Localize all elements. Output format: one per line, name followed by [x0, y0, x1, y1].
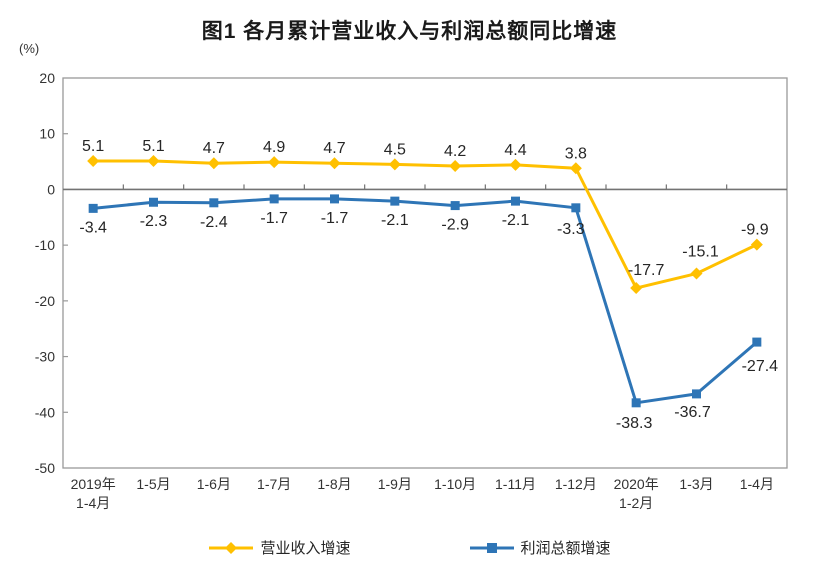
data-label: -2.4 [200, 214, 228, 231]
data-label: 4.9 [263, 139, 285, 156]
data-label: -17.7 [628, 262, 665, 279]
plot-border [62, 77, 788, 469]
profit-series-swatch-icon [469, 542, 514, 553]
diamond-marker [147, 155, 160, 168]
diamond-marker [328, 157, 341, 170]
diamond-marker [449, 160, 462, 173]
x-axis-label: 1-5月 [136, 476, 170, 492]
x-axis-label: 1-3月 [679, 476, 713, 492]
revenue-series-swatch-icon [209, 541, 254, 554]
data-label: -9.9 [741, 222, 769, 239]
data-label: -2.1 [381, 212, 409, 229]
legend-label-profit: 利润总额增速 [520, 540, 611, 557]
square-marker [692, 389, 701, 399]
diamond-marker [268, 156, 281, 169]
legend-label-revenue: 营业收入增速 [260, 540, 351, 557]
data-label: 4.2 [444, 143, 466, 160]
y-tick-label: 20 [39, 70, 55, 86]
data-label: 4.5 [384, 141, 406, 158]
diamond-marker [87, 155, 100, 168]
y-tick-label: -30 [35, 349, 55, 365]
data-label: -38.3 [616, 415, 653, 432]
y-tick-label: -10 [35, 237, 55, 253]
x-axis-label: 1-7月 [257, 476, 291, 492]
diamond-marker [207, 157, 220, 170]
data-label: 5.1 [142, 138, 164, 155]
square-marker [88, 203, 98, 213]
square-marker [450, 201, 460, 211]
chart-legend: 营业收入增速 利润总额增速 [0, 537, 819, 558]
x-axis-label: 2019年 1-4月 [71, 476, 116, 511]
x-axis-label: 1-6月 [197, 476, 231, 492]
data-label: -27.4 [742, 358, 779, 375]
diamond-marker [630, 282, 643, 295]
square-marker [752, 337, 762, 347]
y-tick-label: 0 [47, 181, 55, 197]
square-marker [330, 194, 339, 204]
data-label: -15.1 [682, 244, 719, 261]
square-marker [631, 398, 641, 408]
diamond-marker [750, 238, 763, 251]
data-label: 5.1 [82, 138, 104, 155]
diamond-marker [388, 158, 401, 171]
data-label: -2.3 [140, 213, 168, 230]
y-axis-unit-label: (%) [19, 41, 40, 56]
square-marker [269, 194, 279, 204]
y-tick-label: -20 [35, 293, 55, 309]
x-axis-label: 1-11月 [495, 476, 536, 492]
diamond-marker [509, 158, 522, 171]
profit-line [93, 197, 758, 405]
square-marker [149, 197, 158, 207]
data-label: 3.8 [565, 145, 587, 162]
data-label: 4.7 [203, 140, 225, 157]
data-label: 4.4 [504, 142, 526, 159]
chart-title: 图1 各月累计营业收入与利润总额同比增速 [201, 20, 618, 43]
revenue-line [93, 159, 758, 290]
square-marker [209, 198, 219, 208]
legend-item-profit: 利润总额增速 [469, 537, 611, 558]
data-label: -3.4 [79, 219, 107, 236]
data-label: -2.1 [502, 212, 530, 229]
legend-item-revenue: 营业收入增速 [208, 537, 351, 558]
square-marker [571, 203, 581, 213]
y-tick-label: -50 [35, 460, 55, 476]
diamond-marker [569, 162, 582, 175]
x-axis-label: 1-9月 [378, 476, 412, 492]
y-tick-label: -40 [35, 404, 55, 420]
y-tick-label: 10 [39, 126, 55, 142]
x-axis-label: 1-10月 [434, 476, 476, 492]
data-label: -1.7 [321, 210, 349, 227]
data-label: -3.3 [557, 221, 585, 238]
diamond-marker [690, 267, 703, 280]
x-axis-label: 1-12月 [555, 476, 597, 492]
data-label: -1.7 [260, 210, 288, 227]
x-axis-label: 2020年 1-2月 [614, 476, 659, 511]
data-label: 4.7 [323, 140, 345, 157]
data-label: -2.9 [441, 217, 469, 234]
x-axis-label: 1-8月 [317, 476, 351, 492]
square-marker [511, 196, 520, 206]
square-marker [390, 196, 400, 206]
x-axis-label: 1-4月 [740, 476, 774, 492]
data-label: -36.7 [674, 404, 711, 421]
